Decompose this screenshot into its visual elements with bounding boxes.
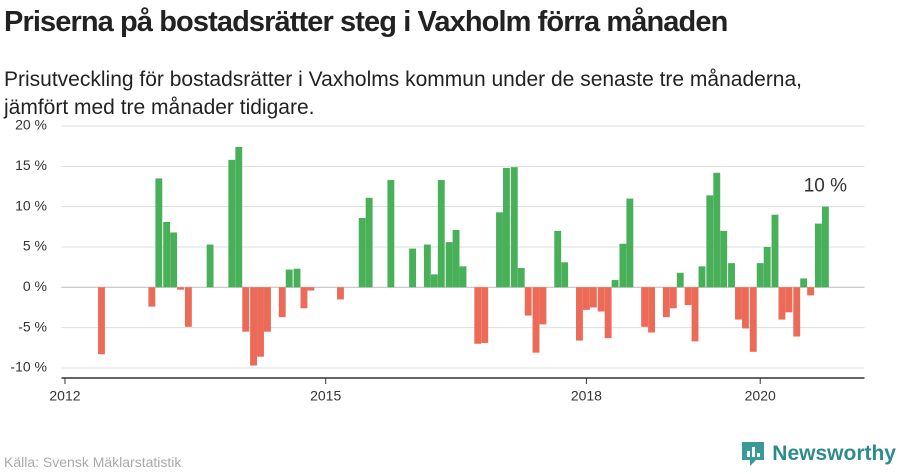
bar [293, 268, 301, 288]
x-tick-label: 2020 [745, 388, 776, 404]
bar [148, 287, 156, 307]
bar [437, 180, 445, 288]
logo: Newsworthy [740, 440, 896, 468]
bar [561, 262, 569, 288]
bar [532, 287, 540, 353]
bar [503, 167, 510, 288]
bar [669, 287, 677, 309]
bar [684, 287, 692, 306]
bar [430, 274, 438, 288]
bar [177, 287, 184, 290]
bar [691, 287, 699, 342]
y-tick-label: 0 % [23, 278, 47, 294]
brand: Newsworthy [772, 442, 896, 465]
bar [648, 287, 656, 333]
bar [206, 244, 214, 288]
bar [155, 178, 163, 288]
bar [184, 287, 192, 327]
bar [228, 159, 236, 288]
bar [452, 230, 460, 288]
bar [235, 146, 243, 288]
bar [589, 287, 597, 308]
bar [576, 287, 583, 341]
bar [474, 287, 482, 344]
bar [720, 230, 728, 288]
bar [278, 287, 286, 318]
bar [793, 287, 801, 337]
bar [264, 287, 271, 332]
bar [821, 206, 829, 288]
bar [611, 280, 619, 288]
bar [597, 287, 605, 312]
bar [785, 287, 793, 313]
x-tick-label: 2015 [310, 388, 341, 404]
bar [481, 287, 489, 343]
bar [496, 212, 503, 288]
bar [735, 287, 742, 320]
bar [358, 217, 366, 288]
bar [749, 287, 757, 352]
bar [807, 287, 815, 296]
bar [800, 278, 808, 288]
bar [698, 266, 706, 288]
bar [307, 287, 315, 291]
bar [242, 287, 250, 332]
source: Källa: Svensk Mäklarstatistik [4, 454, 182, 470]
bar [554, 230, 562, 288]
bar [604, 287, 612, 339]
bar [539, 287, 547, 325]
bar [641, 287, 649, 327]
bar [365, 197, 373, 288]
bar [300, 287, 308, 309]
bar [676, 272, 684, 288]
bar [728, 263, 735, 288]
bar [713, 172, 721, 288]
bar [582, 287, 590, 310]
bar [459, 266, 467, 288]
x-tick-label: 2012 [49, 388, 80, 404]
chart-title: Priserna på bostadsrätter steg i Vaxholm… [4, 6, 728, 38]
logo-icon [742, 442, 765, 466]
bar [170, 232, 178, 288]
chart-subtitle: Prisutveckling för bostadsrätter i Vaxho… [4, 68, 802, 119]
bar [250, 287, 257, 366]
y-tick-label: 5 % [23, 238, 47, 254]
value-label: 10 % [804, 176, 847, 197]
bar [387, 180, 395, 288]
bar [815, 223, 822, 288]
y-tick-label: 20 % [15, 117, 47, 133]
bar [626, 198, 634, 288]
bar [445, 242, 453, 288]
bar [423, 244, 431, 288]
bar [524, 287, 532, 316]
y-tick-label: -10 % [10, 359, 47, 375]
bar [778, 287, 786, 320]
bar [409, 248, 417, 288]
y-tick-label: 10 % [15, 197, 47, 213]
bar [763, 246, 771, 288]
bar [163, 221, 171, 288]
bar [662, 287, 670, 318]
bar [98, 287, 105, 355]
x-tick-label: 2018 [571, 388, 602, 404]
bar [756, 263, 764, 288]
y-tick-label: 15 % [15, 157, 47, 173]
bar [257, 287, 264, 357]
bar [706, 195, 714, 288]
bar [337, 287, 344, 300]
bar [771, 214, 779, 288]
bar [517, 267, 525, 288]
y-tick-label: -5 % [18, 318, 47, 334]
bar [285, 269, 293, 288]
bar [619, 243, 627, 288]
bar [742, 287, 749, 329]
bar [510, 167, 518, 288]
